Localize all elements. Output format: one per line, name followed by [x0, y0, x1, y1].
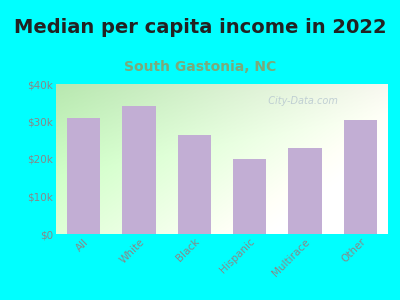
Text: South Gastonia, NC: South Gastonia, NC — [124, 60, 276, 74]
Bar — [67, 118, 100, 234]
Bar — [178, 135, 211, 234]
Bar — [122, 106, 156, 234]
Bar — [288, 148, 322, 234]
Text: City-Data.com: City-Data.com — [262, 96, 338, 106]
Text: Median per capita income in 2022: Median per capita income in 2022 — [14, 18, 386, 37]
Bar — [233, 159, 266, 234]
Bar — [344, 120, 377, 234]
